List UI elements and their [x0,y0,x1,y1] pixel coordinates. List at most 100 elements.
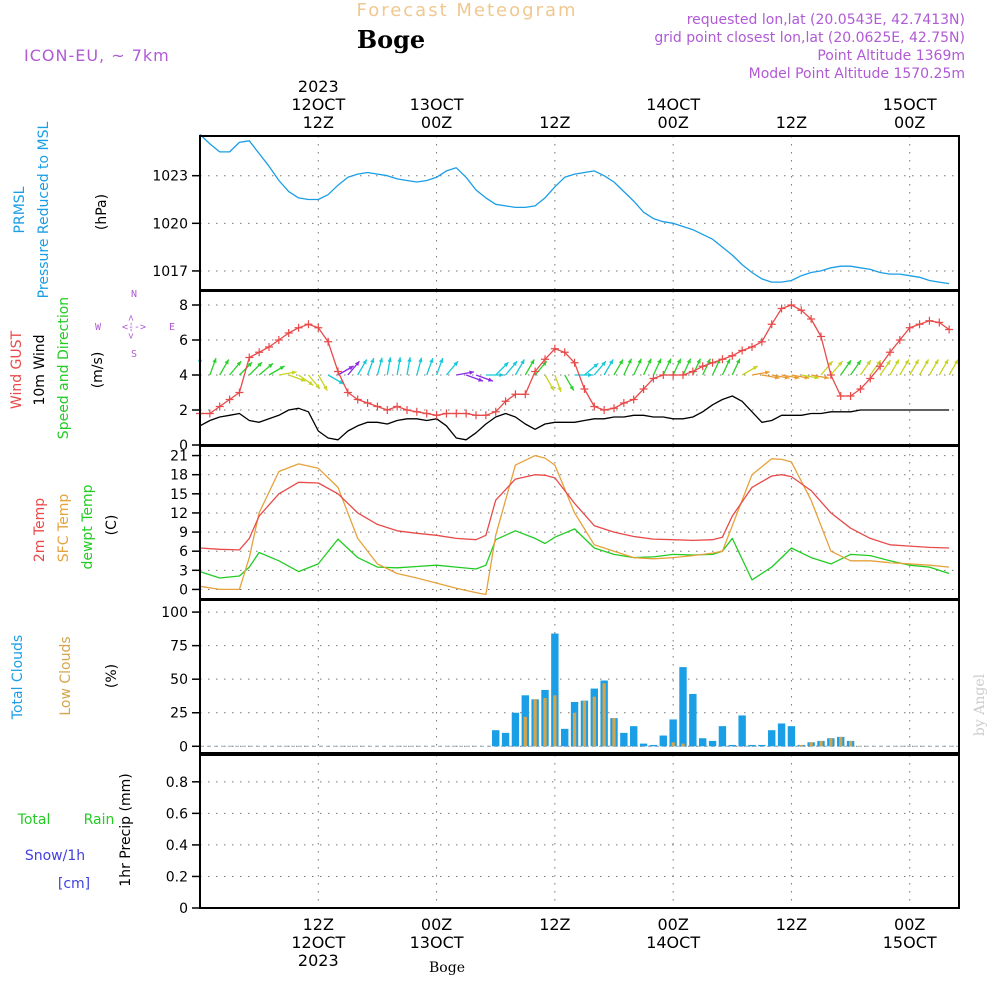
wind-arrow [652,358,662,376]
gust-marker [422,409,431,418]
bottom-axis-hour: 12Z [539,915,570,934]
gust-marker [748,343,756,351]
gust-marker [915,320,924,329]
wind-arrow [584,362,599,376]
gust-marker [610,404,618,413]
gust-marker [294,323,303,332]
gust-marker [718,355,727,364]
wind-arrow [347,360,360,376]
wind-arrow [869,359,882,376]
clouds-unit: (%) [104,664,120,688]
low-clouds-bar [799,744,803,747]
gust-label: Wind GUST [9,330,25,409]
y-tick-label: 21 [170,449,188,465]
wind-arrow-head [824,375,829,380]
total-clouds-bar [669,719,677,747]
gust-marker [314,323,323,332]
gust-marker [334,367,342,376]
gust-marker [403,406,411,414]
total-clouds-bar [728,744,736,747]
wind-arrow-head [686,358,691,364]
wind-arrow-head [378,357,384,363]
gust-marker [905,323,914,332]
wind-arrow-head [609,359,614,365]
gust-marker [797,306,806,315]
gust-marker [521,390,530,399]
wind-arrow-head [954,359,959,365]
wind-arrow [840,359,852,376]
wind-arrow [820,360,834,376]
top-axis-date: 13OCT [410,95,464,114]
gust-marker [511,390,520,399]
wind-arrow [593,360,607,376]
gust-marker [570,358,579,367]
wind-arrow [337,365,354,376]
wind-arrow-head [370,358,375,364]
gust-marker [669,371,678,379]
wind-arrow [435,357,444,376]
total-clouds-bar [620,732,628,747]
y-tick-label: 3 [179,563,188,579]
bottom-axis-hour: 00Z [421,915,452,934]
wind-arrow [426,357,434,376]
wind-arrow-head [696,358,701,364]
low-clouds-bar [582,700,587,747]
total-clouds-label: Total Clouds [10,635,26,720]
dewpt-label: dewpt Temp [80,484,96,569]
wind-arrow [268,365,285,376]
gust-marker [639,385,648,393]
wind-arrow-head [279,366,285,371]
y-tick-label: 0 [179,582,188,598]
wind-arrow-head [439,358,444,364]
gust-marker [629,395,638,404]
top-axis-hour: 12Z [539,113,570,132]
wind-arrow [229,360,242,376]
wind-arrow [909,359,920,376]
panel-precipitation: 0 0.2 0.4 0.6 0.8 [166,754,960,917]
total-clouds-bar [639,743,648,747]
wind-arrow-head [407,357,412,363]
gust-marker [245,353,254,362]
wind-arrow-head [354,361,360,367]
wind-arrow-head [236,361,242,367]
wind-arrow [456,370,475,376]
compass-icon: N <--> S W <--> E [95,289,175,360]
gust-marker [895,336,904,344]
top-axis-hour: 00Z [894,113,925,132]
wind-arrow [642,358,652,376]
wind-arrow-head [736,358,740,364]
wind-arrow [721,358,731,376]
compass-ns: <--> [126,315,137,339]
panel-frame [199,135,960,291]
gust-marker [590,402,599,411]
gust-marker [826,371,835,379]
wind-arrow-head [268,363,273,368]
snow-unit-label: [cm] [58,876,90,892]
gust-marker [235,388,244,397]
wind-arrow [623,358,633,376]
y-tick-label: 6 [179,333,188,349]
top-axis-date: 12OCT [291,95,345,114]
compass-e: E [169,322,175,333]
model-label: ICON-EU, ~ 7km [24,46,170,65]
wind-arrow [603,359,614,376]
gust-marker [945,325,954,334]
low-clouds-bar [592,696,596,747]
bottom-axis-hour: 00Z [657,915,688,934]
wind-arrow [485,372,504,378]
gust-marker [491,407,500,416]
total-clouds-bar [708,740,717,747]
low-clouds-bar [523,716,527,747]
wind-arrow [879,359,891,376]
gust-marker [728,351,737,360]
wind-arrow-head [362,359,367,365]
y-tick-label: 8 [179,298,188,314]
wind-arrow [948,359,959,376]
wind-arrow-head [837,361,843,367]
wind-arrow-head [469,370,475,375]
y-tick-label: 25 [170,706,188,722]
temp-labels: 2m Temp SFC Temp dewpt Temp (C) [32,484,120,569]
panel-frame [199,754,960,909]
bottom-axis-hour: 12Z [303,915,334,934]
